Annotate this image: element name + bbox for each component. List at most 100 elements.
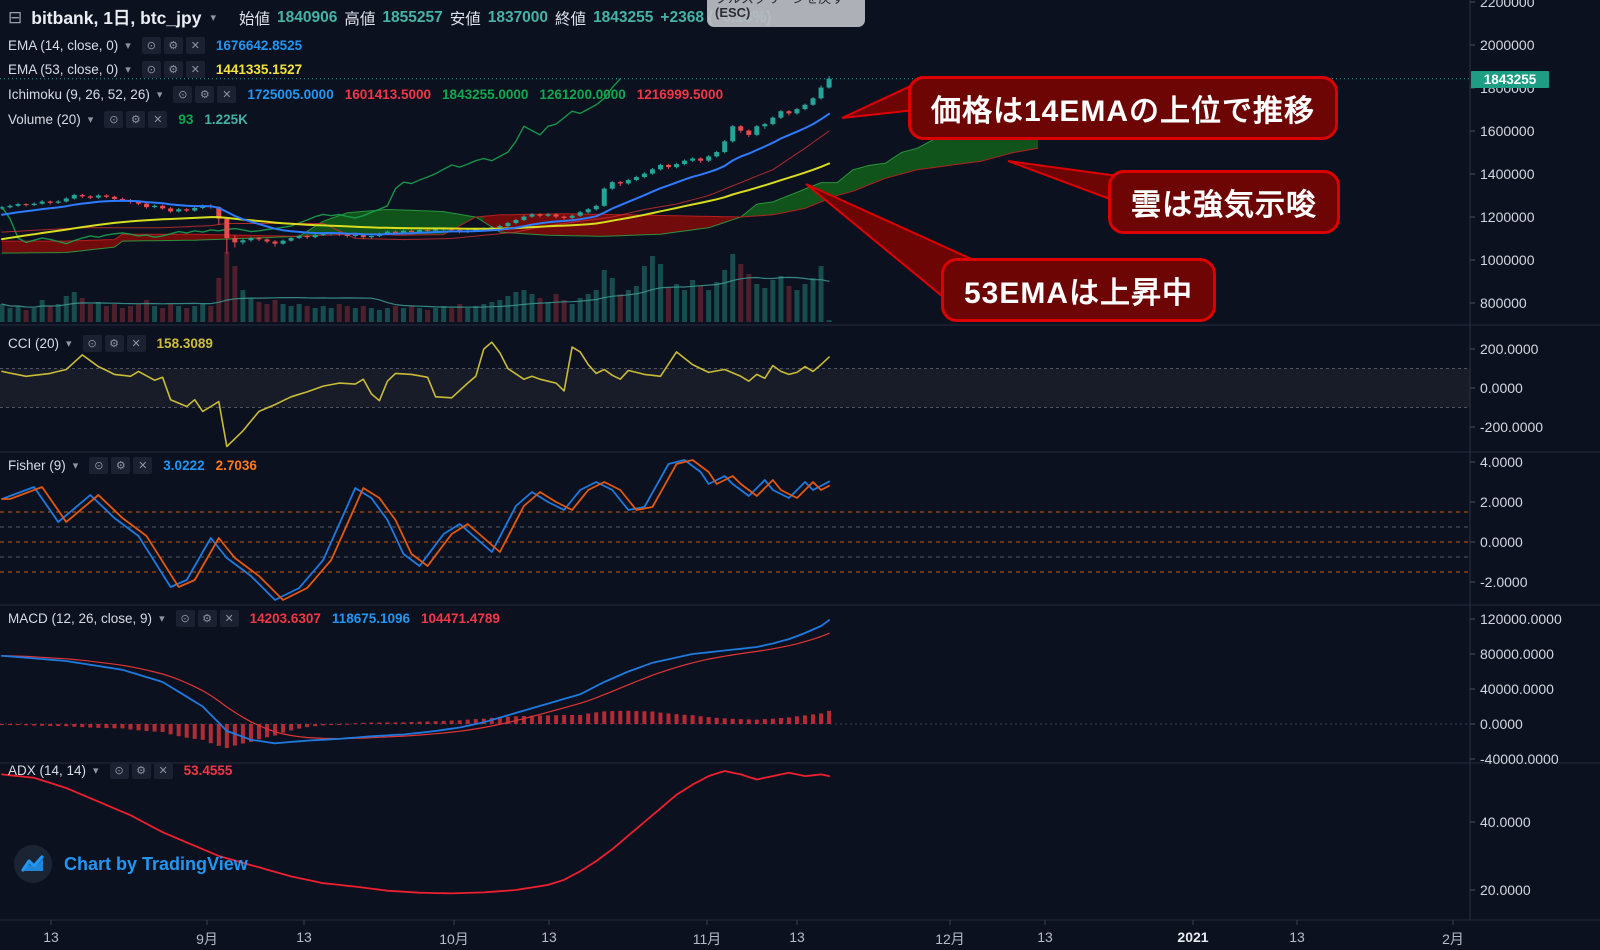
visibility-icon[interactable]: ⊙ <box>89 457 109 474</box>
callout-price-above-ema14[interactable]: 価格は14EMAの上位で推移 <box>908 76 1339 140</box>
chevron-down-icon[interactable]: ▾ <box>72 460 79 472</box>
delete-icon[interactable]: ✕ <box>185 61 205 78</box>
menu-icon[interactable]: ⊟ <box>8 7 23 27</box>
tradingview-logo-icon[interactable] <box>14 845 52 883</box>
fisher-trigger-value: 2.7036 <box>215 458 257 473</box>
chevron-down-icon[interactable]: ▾ <box>210 12 216 24</box>
visibility-icon[interactable]: ⊙ <box>82 335 102 352</box>
axis-tick-label: 0.0000 <box>1480 380 1523 396</box>
axis-tick-label: 1400000 <box>1480 166 1535 182</box>
visibility-icon[interactable]: ⊙ <box>175 610 195 627</box>
settings-gear-icon[interactable]: ⚙ <box>197 610 217 627</box>
delete-icon[interactable]: ✕ <box>133 457 153 474</box>
time-axis-label: 13 <box>789 929 805 945</box>
legend-title[interactable]: EMA (14, close, 0) <box>8 38 119 53</box>
time-axis-label: 9月 <box>196 931 218 947</box>
time-axis-label: 11月 <box>692 931 722 947</box>
tooltip-esc-hint: (ESC) <box>715 5 751 20</box>
callout-bullish-cloud[interactable]: 雲は強気示唆 <box>1108 170 1340 234</box>
legend-macd: MACD (12, 26, close, 9) ▾ ⊙ ⚙ ✕ 14203.6307… <box>8 609 500 628</box>
settings-gear-icon[interactable]: ⚙ <box>131 762 151 779</box>
settings-gear-icon[interactable]: ⚙ <box>111 457 131 474</box>
delete-icon[interactable]: ✕ <box>219 610 239 627</box>
adx-value: 53.4555 <box>183 763 233 778</box>
legend-title[interactable]: Fisher (9) <box>8 458 66 473</box>
visibility-icon[interactable]: ⊙ <box>141 37 161 54</box>
axis-tick-label: 2000000 <box>1480 37 1535 53</box>
legend-title[interactable]: Volume (20) <box>8 112 81 127</box>
chevron-down-icon[interactable]: ▾ <box>159 613 165 625</box>
symbol-title[interactable]: bitbank, 1日, btc_jpy <box>31 8 202 28</box>
tooltip-text: フルスクリーンを戻す <box>715 0 857 5</box>
close-label: 終値 <box>555 10 587 28</box>
axis-tick-label: 0.0000 <box>1480 534 1523 550</box>
visibility-icon[interactable]: ⊙ <box>109 762 129 779</box>
visibility-icon[interactable]: ⊙ <box>104 111 124 128</box>
close-value: 1843255 <box>593 8 654 26</box>
settings-gear-icon[interactable]: ⚙ <box>126 111 146 128</box>
time-axis-label: 2月 <box>1442 931 1464 947</box>
tradingview-attribution[interactable]: Chart by TradingView <box>14 845 248 883</box>
legend-ema14: EMA (14, close, 0) ▾ ⊙ ⚙ ✕ 1676642.8525 <box>8 36 302 55</box>
chevron-down-icon[interactable]: ▾ <box>87 114 94 126</box>
macd-line-value: 118675.1096 <box>331 611 411 626</box>
attribution-text[interactable]: Chart by TradingView <box>64 853 248 874</box>
axis-tick-label: 20.0000 <box>1480 882 1531 898</box>
macd-signal-value: 104471.4789 <box>421 611 500 626</box>
delete-icon[interactable]: ✕ <box>126 335 146 352</box>
legend-title[interactable]: MACD (12, 26, close, 9) <box>8 611 153 626</box>
settings-gear-icon[interactable]: ⚙ <box>104 335 124 352</box>
visibility-icon[interactable]: ⊙ <box>141 61 161 78</box>
settings-gear-icon[interactable]: ⚙ <box>163 61 183 78</box>
legend-title[interactable]: CCI (20) <box>8 336 60 351</box>
legend-title[interactable]: EMA (53, close, 0) <box>8 62 119 77</box>
high-value: 1855257 <box>382 8 443 26</box>
delete-icon[interactable]: ✕ <box>185 37 205 54</box>
axis-tick-label: 0.0000 <box>1480 716 1523 732</box>
settings-gear-icon[interactable]: ⚙ <box>195 86 215 103</box>
legend-adx: ADX (14, 14) ▾ ⊙ ⚙ ✕ 53.4555 <box>8 761 232 780</box>
legend-ema53: EMA (53, close, 0) ▾ ⊙ ⚙ ✕ 1441335.1527 <box>8 60 302 79</box>
axis-tick-label: 80000.0000 <box>1480 646 1554 662</box>
open-label: 始値 <box>238 10 270 28</box>
axis-tick-label: 40000.0000 <box>1480 681 1554 697</box>
time-axis-label: 10月 <box>439 931 469 947</box>
axis-tick-label: 200.0000 <box>1480 341 1539 357</box>
open-value: 1840906 <box>276 8 338 26</box>
chevron-down-icon[interactable]: ▾ <box>93 765 99 777</box>
axis-tick-label: 1200000 <box>1480 209 1535 225</box>
axis-tick-label: -2.0000 <box>1480 574 1528 590</box>
settings-gear-icon[interactable]: ⚙ <box>163 37 183 54</box>
ema14-value: 1676642.8525 <box>215 38 303 53</box>
axis-tick-label: 800000 <box>1480 295 1527 311</box>
axis-tick-label: 40.0000 <box>1480 814 1531 830</box>
axis-tick-label: -40000.0000 <box>1480 751 1559 767</box>
callout-ema53-rising[interactable]: 53EMAは上昇中 <box>941 258 1217 322</box>
time-axis-label: 13 <box>1037 929 1053 945</box>
axis-tick-label: -200.0000 <box>1480 419 1544 435</box>
legend-title[interactable]: ADX (14, 14) <box>8 763 87 778</box>
legend-title[interactable]: Ichimoku (9, 26, 52, 26) <box>8 87 150 102</box>
delete-icon[interactable]: ✕ <box>153 762 173 779</box>
chevron-down-icon[interactable]: ▾ <box>125 64 131 76</box>
axis-tick-label: 120000.0000 <box>1480 611 1562 627</box>
macd-hist-value: 14203.6307 <box>249 611 321 626</box>
chevron-down-icon[interactable]: ▾ <box>125 40 131 52</box>
visibility-icon[interactable]: ⊙ <box>173 86 193 103</box>
last-price-badge: 1843255 <box>1471 71 1549 88</box>
time-axis-label: 2021 <box>1177 929 1209 945</box>
chevron-down-icon[interactable]: ▾ <box>66 338 72 350</box>
high-label: 高値 <box>344 10 376 28</box>
axis-tick-label: 2200000 <box>1480 0 1535 10</box>
delete-icon[interactable]: ✕ <box>217 86 237 103</box>
chevron-down-icon[interactable]: ▾ <box>156 89 163 101</box>
ohlc-readout: 始値 1840906 高値 1855257 安値 1837000 終値 1843… <box>239 7 772 29</box>
legend-fisher: Fisher (9) ▾ ⊙ ⚙ ✕ 3.0222 2.7036 <box>8 456 257 475</box>
kijun-value: 1601413.5000 <box>344 87 432 102</box>
fisher-value: 3.0222 <box>163 458 205 473</box>
axis-tick-label: 1000000 <box>1480 252 1535 268</box>
volume-ma-value: 1.225K <box>204 112 248 127</box>
delete-icon[interactable]: ✕ <box>148 111 168 128</box>
